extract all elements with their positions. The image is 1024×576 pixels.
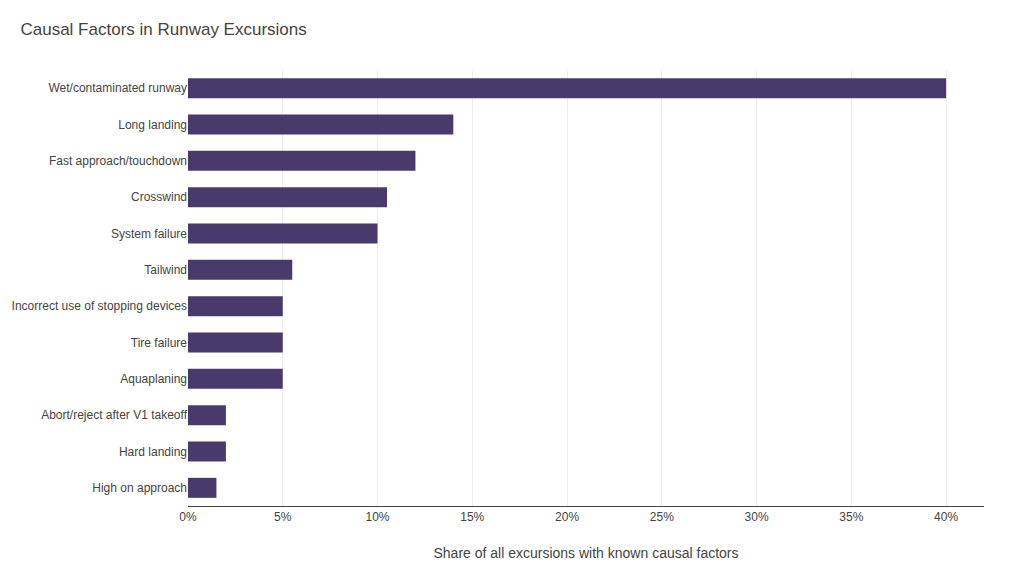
- svg-text:15%: 15%: [460, 510, 484, 524]
- svg-text:Tire failure: Tire failure: [131, 336, 188, 350]
- svg-text:Hard landing: Hard landing: [119, 445, 187, 459]
- svg-text:35%: 35%: [839, 510, 863, 524]
- svg-text:System failure: System failure: [111, 227, 187, 241]
- svg-text:Causal Factors in Runway Excur: Causal Factors in Runway Excursions: [20, 20, 306, 39]
- svg-text:Incorrect use of stopping devi: Incorrect use of stopping devices: [12, 299, 187, 313]
- svg-text:Tailwind: Tailwind: [144, 263, 187, 277]
- svg-text:20%: 20%: [555, 510, 579, 524]
- svg-text:Wet/contaminated runway: Wet/contaminated runway: [48, 81, 187, 95]
- svg-text:High on approach: High on approach: [92, 481, 187, 495]
- svg-text:10%: 10%: [366, 510, 390, 524]
- svg-text:0%: 0%: [179, 510, 197, 524]
- svg-text:Abort/reject after V1 takeoff: Abort/reject after V1 takeoff: [41, 408, 188, 422]
- svg-text:Crosswind: Crosswind: [131, 190, 187, 204]
- svg-text:25%: 25%: [650, 510, 674, 524]
- svg-text:Long landing: Long landing: [118, 118, 187, 132]
- svg-text:Aquaplaning: Aquaplaning: [120, 372, 187, 386]
- svg-text:Share of all excursions with k: Share of all excursions with known causa…: [433, 545, 738, 561]
- svg-text:Fast approach/touchdown: Fast approach/touchdown: [49, 154, 187, 168]
- svg-text:40%: 40%: [934, 510, 958, 524]
- svg-text:30%: 30%: [745, 510, 769, 524]
- svg-text:5%: 5%: [274, 510, 292, 524]
